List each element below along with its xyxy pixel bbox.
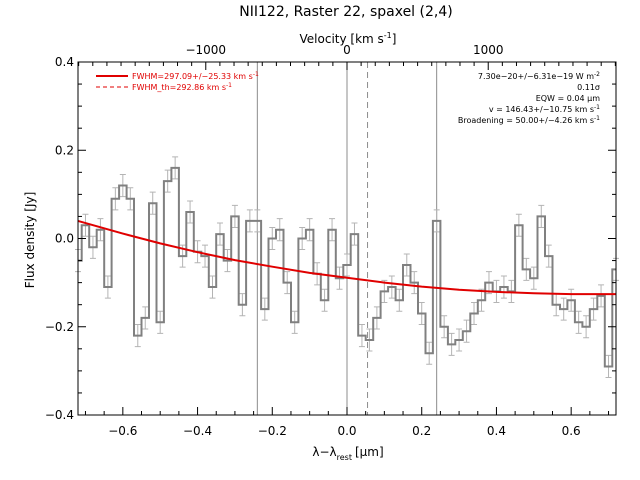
x-tick-label: 0.6 xyxy=(562,424,581,438)
x-tick-label: 0.2 xyxy=(412,424,431,438)
top-tick-label: −1000 xyxy=(185,43,226,57)
annotation-broadening: Broadening = 50.00+/−4.26 km s-1 xyxy=(458,115,600,125)
legend: FWHM=297.09+/−25.33 km s-1 FWHM_th=292.8… xyxy=(96,71,259,92)
top-axis-label: Velocity [km s-1] xyxy=(300,31,397,46)
x-tick-label: −0.4 xyxy=(183,424,212,438)
y-tick-label: −0.2 xyxy=(45,320,74,334)
legend-label-fwhm-th: FWHM_th=292.86 km s-1 xyxy=(132,82,232,92)
y-axis-label: Flux density [Jy] xyxy=(23,192,37,289)
x-tick-label: 0.0 xyxy=(337,424,356,438)
chart-title: NII122, Raster 22, spaxel (2,4) xyxy=(239,4,452,20)
x-tick-label: 0.4 xyxy=(487,424,506,438)
spectrum-histogram xyxy=(78,166,616,368)
y-tick-label: 0.2 xyxy=(55,143,74,157)
annotation-line-flux: 7.30e−20+/−6.31e−19 W m-2 xyxy=(478,71,600,81)
annotation-significance: 0.11σ xyxy=(577,83,600,92)
annotations: 7.30e−20+/−6.31e−19 W m-2 0.11σ EQW = 0.… xyxy=(458,71,600,125)
top-tick-label: 0 xyxy=(343,43,351,57)
y-tick-label: 0.4 xyxy=(55,55,74,69)
legend-label-fwhm: FWHM=297.09+/−25.33 km s-1 xyxy=(132,71,259,81)
y-tick-label: −0.4 xyxy=(45,408,74,422)
annotation-eqw: EQW = 0.04 μm xyxy=(536,94,600,103)
fit-curve xyxy=(77,219,616,296)
top-tick-label: 1000 xyxy=(473,43,504,57)
annotation-velocity: v = 146.43+/−10.75 km s-1 xyxy=(489,104,600,114)
y-tick-label: 0.0 xyxy=(55,232,74,246)
x-tick-label: −0.2 xyxy=(258,424,287,438)
x-axis-label: λ−λrest [μm] xyxy=(312,445,383,462)
x-tick-label: −0.6 xyxy=(108,424,137,438)
